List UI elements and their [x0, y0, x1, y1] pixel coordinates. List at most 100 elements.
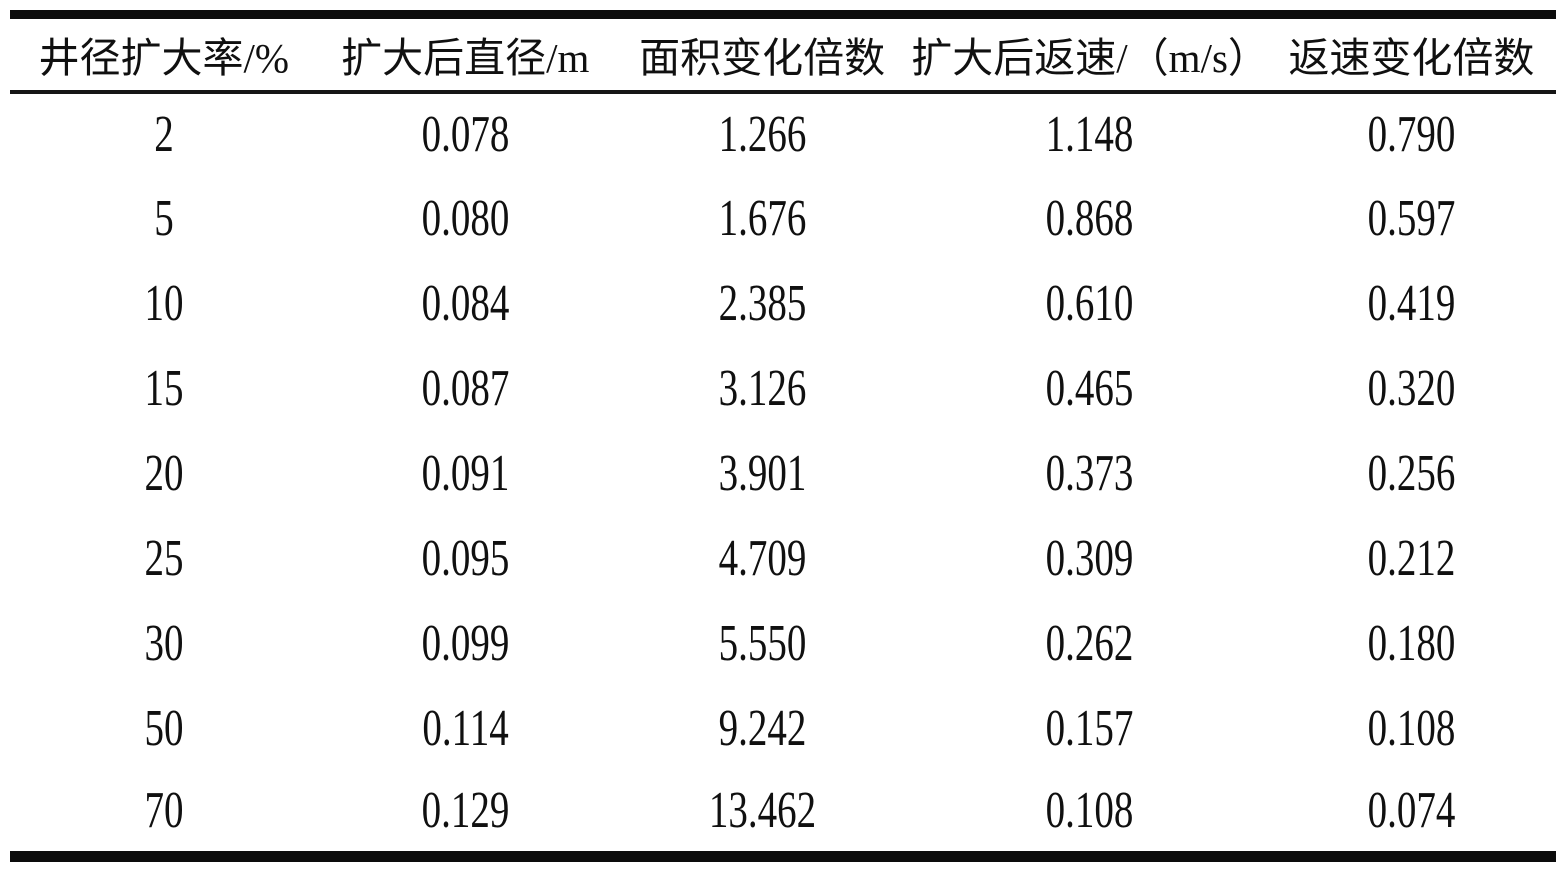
table-cell: 0.157: [911, 687, 1267, 772]
table-cell: 30: [10, 602, 318, 687]
table-cell: 5: [10, 177, 318, 262]
table-cell: 0.180: [1267, 602, 1556, 687]
table-cell: 4.709: [613, 517, 911, 602]
table-row: 10 0.084 2.385 0.610 0.419: [10, 262, 1556, 347]
table-cell: 0.419: [1267, 262, 1556, 347]
table-cell: 0.212: [1267, 517, 1556, 602]
cell-value: 0.108: [1367, 700, 1456, 757]
table-cell: 2: [10, 92, 318, 177]
cell-value: 20: [144, 445, 184, 502]
table-row: 20 0.091 3.901 0.373 0.256: [10, 432, 1556, 517]
table-sheet: 井径扩大率/% 扩大后直径/m 面积变化倍数 扩大后返速/（m/s） 返速变化倍…: [10, 10, 1556, 862]
cell-value: 0.868: [1045, 190, 1133, 247]
table-cell: 0.114: [318, 687, 613, 772]
cell-value: 0.078: [421, 106, 510, 163]
cell-value: 0.099: [421, 615, 510, 672]
cell-value: 0.419: [1367, 275, 1456, 332]
cell-value: 0.080: [421, 190, 510, 247]
table-cell: 0.309: [911, 517, 1267, 602]
table-cell: 0.087: [318, 347, 613, 432]
table-cell: 0.091: [318, 432, 613, 517]
table-cell: 0.320: [1267, 347, 1556, 432]
cell-value: 0.180: [1367, 615, 1456, 672]
cell-value: 9.242: [718, 700, 806, 757]
table-cell: 50: [10, 687, 318, 772]
table-cell: 0.262: [911, 602, 1267, 687]
table-row: 15 0.087 3.126 0.465 0.320: [10, 347, 1556, 432]
cell-value: 0.790: [1367, 106, 1456, 163]
table-cell: 3.901: [613, 432, 911, 517]
cell-value: 0.597: [1367, 190, 1456, 247]
table-row: 70 0.129 13.462 0.108 0.074: [10, 772, 1556, 857]
cell-value: 0.256: [1367, 445, 1456, 502]
column-header-area-change-ratio: 面积变化倍数: [639, 35, 886, 82]
table-cell: 70: [10, 772, 318, 857]
well-expansion-table: 井径扩大率/% 扩大后直径/m 面积变化倍数 扩大后返速/（m/s） 返速变化倍…: [10, 10, 1556, 862]
cell-value: 2.385: [718, 275, 806, 332]
table-header: 井径扩大率/% 扩大后直径/m 面积变化倍数 扩大后返速/（m/s） 返速变化倍…: [10, 15, 1556, 92]
cell-value: 0.610: [1045, 275, 1133, 332]
table-cell: 0.108: [911, 772, 1267, 857]
cell-value: 0.373: [1045, 445, 1133, 502]
cell-value: 1.266: [718, 106, 806, 163]
cell-value: 0.309: [1045, 530, 1133, 587]
table-cell: 20: [10, 432, 318, 517]
table-cell: 0.373: [911, 432, 1267, 517]
cell-value: 10: [144, 275, 184, 332]
table-cell: 0.790: [1267, 92, 1556, 177]
table-cell: 0.868: [911, 177, 1267, 262]
table-cell: 0.080: [318, 177, 613, 262]
cell-value: 30: [144, 615, 184, 672]
cell-value: 0.074: [1367, 782, 1456, 840]
table-row: 2 0.078 1.266 1.148 0.790: [10, 92, 1556, 177]
table-cell: 3.126: [613, 347, 911, 432]
table-cell: 0.465: [911, 347, 1267, 432]
header-row: 井径扩大率/% 扩大后直径/m 面积变化倍数 扩大后返速/（m/s） 返速变化倍…: [10, 15, 1556, 92]
table-cell: 0.095: [318, 517, 613, 602]
cell-value: 3.901: [718, 445, 806, 502]
table-body: 2 0.078 1.266 1.148 0.790 5 0.080 1.676 …: [10, 92, 1556, 857]
cell-value: 0.095: [421, 530, 510, 587]
table-cell: 1.148: [911, 92, 1267, 177]
cell-value: 0.320: [1367, 360, 1456, 417]
cell-value: 3.126: [718, 360, 806, 417]
table-cell: 0.078: [318, 92, 613, 177]
table-cell: 0.610: [911, 262, 1267, 347]
cell-value: 2: [154, 106, 174, 163]
cell-value: 0.108: [1045, 782, 1133, 840]
cell-value: 0.262: [1045, 615, 1133, 672]
cell-value: 13.462: [708, 782, 816, 840]
table-cell: 1.266: [613, 92, 911, 177]
cell-value: 15: [144, 360, 184, 417]
table-cell: 0.129: [318, 772, 613, 857]
table-cell: 0.108: [1267, 687, 1556, 772]
cell-value: 1.676: [718, 190, 806, 247]
table-cell: 0.256: [1267, 432, 1556, 517]
table-cell: 1.676: [613, 177, 911, 262]
column-header-expansion-rate: 井径扩大率/%: [38, 35, 290, 82]
table-cell: 15: [10, 347, 318, 432]
table-cell: 0.074: [1267, 772, 1556, 857]
table-row: 25 0.095 4.709 0.309 0.212: [10, 517, 1556, 602]
table-cell: 10: [10, 262, 318, 347]
cell-value: 5.550: [718, 615, 806, 672]
cell-value: 0.084: [421, 275, 510, 332]
column-header-expanded-return-velocity: 扩大后返速/（m/s）: [911, 35, 1269, 82]
cell-value: 70: [144, 782, 184, 840]
cell-value: 50: [144, 700, 184, 757]
cell-value: 1.148: [1045, 106, 1133, 163]
table-cell: 0.597: [1267, 177, 1556, 262]
table-cell: 25: [10, 517, 318, 602]
cell-value: 0.157: [1045, 700, 1133, 757]
column-header-expanded-diameter: 扩大后直径/m: [341, 35, 590, 82]
cell-value: 5: [154, 190, 174, 247]
table-cell: 0.084: [318, 262, 613, 347]
cell-value: 0.129: [421, 782, 510, 840]
cell-value: 0.091: [421, 445, 510, 502]
cell-value: 25: [144, 530, 184, 587]
column-header-velocity-change-ratio: 返速变化倍数: [1288, 35, 1535, 82]
cell-value: 4.709: [718, 530, 806, 587]
table-row: 5 0.080 1.676 0.868 0.597: [10, 177, 1556, 262]
table-cell: 2.385: [613, 262, 911, 347]
